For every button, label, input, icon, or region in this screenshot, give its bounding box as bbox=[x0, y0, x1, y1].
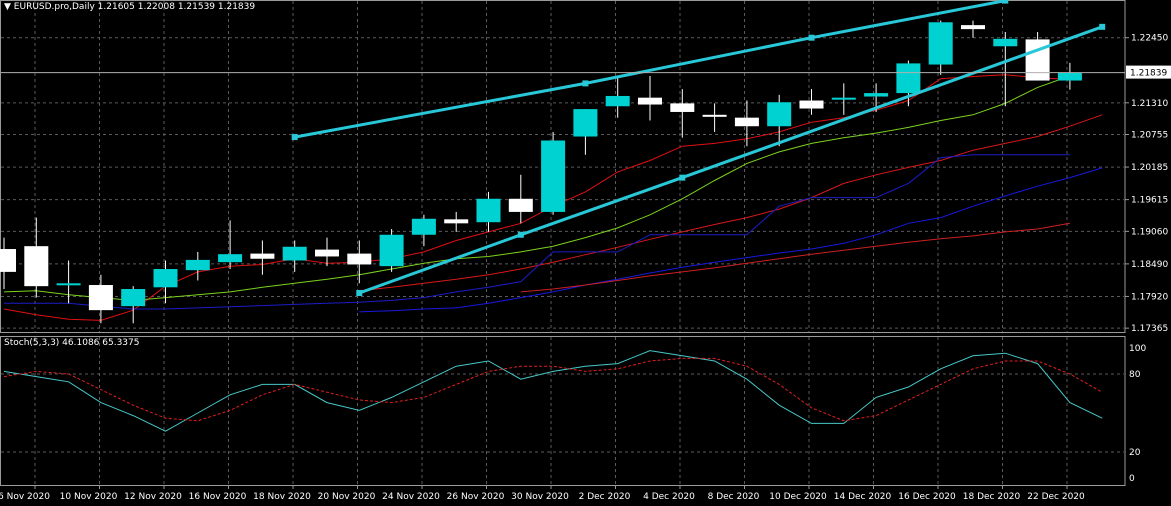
stoch-tick-label: 20 bbox=[1129, 448, 1141, 458]
stoch-d-line bbox=[3, 357, 1103, 422]
trendline-anchor bbox=[1002, 0, 1009, 4]
trendline-anchor bbox=[356, 290, 363, 297]
indicator-header: Stoch(5,3,3) 46.1086 65.3375 bbox=[4, 338, 139, 348]
moving-average-line bbox=[3, 75, 1071, 301]
price-tick-label: 1.21310 bbox=[1131, 99, 1168, 109]
candle-body bbox=[928, 22, 953, 65]
trendline-anchor bbox=[679, 174, 686, 181]
candle-body bbox=[702, 114, 727, 117]
price-tick-label: 1.22450 bbox=[1131, 34, 1168, 44]
candle-body bbox=[831, 97, 856, 100]
candle-body bbox=[767, 102, 792, 127]
price-tick-label: 1.19060 bbox=[1131, 227, 1168, 237]
price-axis: 1.22450 1.21310 1.20755 1.20185 1.19615 1.190… bbox=[1125, 34, 1168, 334]
candle-body bbox=[153, 269, 178, 288]
candle-body bbox=[864, 93, 889, 97]
symbol-label: EURUSD.pro,Daily bbox=[13, 2, 95, 12]
trendline-anchor bbox=[808, 34, 815, 41]
stoch-panel-frame bbox=[0, 336, 1126, 486]
candle-body bbox=[573, 109, 598, 137]
candle-body bbox=[315, 249, 339, 257]
candles bbox=[0, 20, 1082, 324]
time-tick-label: 10 Nov 2020 bbox=[60, 492, 118, 502]
candle-body bbox=[185, 259, 210, 271]
time-tick-label: 26 Nov 2020 bbox=[447, 492, 505, 502]
candle-body bbox=[347, 253, 372, 265]
price-tick-label: 1.18490 bbox=[1131, 260, 1168, 270]
trendline bbox=[358, 25, 1103, 295]
candle-body bbox=[993, 38, 1018, 47]
collapse-triangle-icon[interactable]: ▼ bbox=[4, 2, 11, 12]
symbol-header: ▼ EURUSD.pro,Daily 1.21605 1.22008 1.215… bbox=[4, 2, 255, 12]
time-tick-label: 18 Nov 2020 bbox=[253, 492, 311, 502]
time-tick-label: 20 Nov 2020 bbox=[318, 492, 376, 502]
main-panel-frame bbox=[0, 0, 1126, 333]
candle-body bbox=[638, 97, 662, 105]
stoch-tick-label: 80 bbox=[1129, 370, 1141, 380]
price-tick-label: 1.17365 bbox=[1131, 324, 1168, 334]
moving-average-line bbox=[520, 222, 1070, 293]
candle-body bbox=[541, 140, 566, 212]
time-tick-label: 14 Dec 2020 bbox=[834, 492, 892, 502]
trendline bbox=[294, 0, 1006, 139]
trendline-anchor bbox=[1099, 23, 1106, 30]
stoch-k-line bbox=[3, 350, 1103, 432]
candle-body bbox=[1057, 72, 1082, 81]
candle-body bbox=[670, 103, 695, 112]
moving-average-line bbox=[359, 167, 1103, 313]
price-tick-label: 1.20185 bbox=[1131, 163, 1168, 173]
current-price-label: 1.21839 bbox=[1130, 69, 1167, 79]
time-tick-label: 30 Nov 2020 bbox=[511, 492, 569, 502]
candle-body bbox=[476, 198, 501, 223]
stoch-tick-label: 100 bbox=[1129, 344, 1146, 354]
candle-body bbox=[282, 246, 307, 261]
candle-body bbox=[121, 289, 146, 307]
time-tick-label: 8 Dec 2020 bbox=[708, 492, 760, 502]
stoch-tick-label: 0 bbox=[1129, 474, 1135, 484]
time-tick-label: 16 Nov 2020 bbox=[189, 492, 247, 502]
candle-body bbox=[734, 117, 759, 127]
time-tick-label: 22 Dec 2020 bbox=[1027, 492, 1085, 502]
candle-body bbox=[411, 218, 436, 235]
indicator-label: Stoch(5,3,3) 46.1086 65.3375 bbox=[4, 338, 140, 348]
candle-body bbox=[605, 95, 630, 107]
price-tick-label: 1.20755 bbox=[1131, 131, 1168, 141]
candle-body bbox=[961, 25, 985, 30]
candle-body bbox=[0, 249, 16, 272]
time-tick-label: 18 Dec 2020 bbox=[963, 492, 1021, 502]
candle-body bbox=[508, 198, 533, 212]
time-tick-label: 10 Dec 2020 bbox=[769, 492, 827, 502]
candle-body bbox=[24, 246, 49, 287]
time-tick-label: 16 Dec 2020 bbox=[898, 492, 956, 502]
candle-body bbox=[444, 219, 469, 224]
time-tick-label: 12 Nov 2020 bbox=[124, 492, 182, 502]
grid-horizontal bbox=[1, 37, 1124, 453]
candle-body bbox=[379, 234, 404, 267]
moving-average-line bbox=[359, 114, 1103, 292]
current-price-tag bbox=[1126, 65, 1171, 79]
moving-average-line bbox=[3, 74, 1070, 321]
price-tick-label: 1.17920 bbox=[1131, 292, 1168, 302]
time-tick-label: 6 Nov 2020 bbox=[0, 492, 50, 502]
candle-body bbox=[88, 285, 113, 311]
price-tick-label: 1.19615 bbox=[1131, 196, 1168, 206]
candle-body bbox=[896, 63, 921, 94]
time-tick-label: 24 Nov 2020 bbox=[382, 492, 440, 502]
candle-body bbox=[218, 254, 243, 263]
candle-body bbox=[56, 283, 81, 286]
time-tick-label: 2 Dec 2020 bbox=[579, 492, 631, 502]
ohlc-values: 1.21605 1.22008 1.21539 1.21839 bbox=[97, 2, 256, 12]
candle-body bbox=[250, 253, 275, 259]
trendline-anchor bbox=[517, 231, 524, 238]
trendline-anchor bbox=[291, 134, 298, 141]
time-tick-label: 4 Dec 2020 bbox=[643, 492, 695, 502]
candle-body bbox=[799, 100, 824, 109]
trendline-anchor bbox=[582, 80, 589, 87]
moving-average-line bbox=[4, 154, 1070, 310]
